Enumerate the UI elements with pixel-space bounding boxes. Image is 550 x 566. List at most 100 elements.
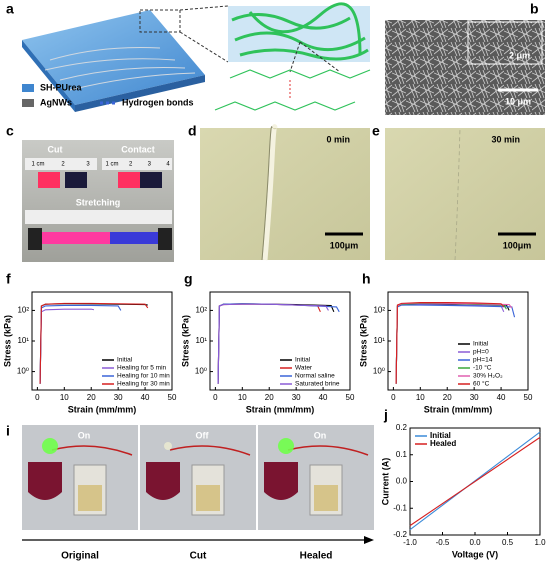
ruler-label: 1 cm [31,162,44,168]
ruler [102,158,172,170]
panel-label: c [6,123,14,139]
ruler-label: 3 [148,162,152,168]
y-tick-label: -0.1 [393,503,407,512]
panel-label: e [372,123,380,139]
x-tick-label: 20 [87,393,96,402]
x-tick-label: 40 [141,393,150,402]
y-tick-label: 0.2 [396,423,408,432]
arrow-head [364,536,374,544]
chemical-structure [229,69,371,79]
panel-label: f [6,271,11,287]
zoom-line [289,41,341,73]
sheet-edge [22,40,75,112]
wire [287,445,369,456]
time-label: 30 min [491,134,520,144]
x-tick-label: 20 [265,393,274,402]
x-tick-label: 0.5 [502,538,514,547]
series-line [395,302,505,384]
zoom-box [139,9,181,33]
shield [146,462,180,500]
legend-label: Water [295,365,313,372]
ruler [25,210,172,224]
scale-label: 100μm [330,240,359,250]
x-tick-label: 10 [60,393,69,402]
legend-label: AgNWs [40,97,72,107]
x-tick-label: 50 [346,393,355,402]
legend-label: Initial [430,431,451,440]
x-axis-label: Strain (mm/mm) [68,404,137,414]
x-tick-label: 50 [168,393,177,402]
stage-label: Original [61,551,99,562]
x-tick-label: 10 [416,393,425,402]
series-line [395,304,516,384]
scale-label: 100μm [503,240,532,250]
sample-red [38,172,60,188]
legend-label: pH=0 [473,349,489,356]
legend-label: Hydrogen bonds [122,97,194,107]
x-tick-label: 20 [443,393,452,402]
chemical-structure [214,101,356,111]
legend-label: Normal saline [295,373,335,380]
zoom-line [179,5,229,63]
panel-label: b [530,1,539,17]
y-axis-label: Current (A) [380,458,390,506]
x-tick-label: 0 [391,393,396,402]
x-tick-label: 10 [238,393,247,402]
sem-inset [467,21,543,65]
legend-label: SH-PUrea [40,82,83,92]
legend-swatch [22,84,34,92]
series-line [409,436,541,527]
wire [169,445,251,456]
legend-label: Healing for 30 min [117,381,170,388]
panel-d: d 0 min 100μm [188,123,370,261]
photo-label: Stretching [76,197,121,207]
x-tick-label: 50 [524,393,533,402]
x-tick-label: 0 [35,393,40,402]
legend-label: Saturated brine [295,381,340,388]
sample-blue [65,172,87,188]
panel-b: b 2 μm 10 μm [385,1,545,115]
series-line [409,431,541,531]
photo-label: Cut [48,144,63,154]
clamp [158,228,172,250]
legend-label: 60 °C [473,380,490,388]
x-tick-label: 1.0 [534,538,546,547]
legend-label: Healing for 5 min [117,365,167,372]
legend-label: -10 °C [473,364,492,372]
x-tick-label: 40 [319,393,328,402]
series-line [39,302,149,384]
panel-label: d [188,123,197,139]
legend-label: Initial [473,341,489,348]
healed-crack [454,127,461,261]
y-tick-label: 10¹ [17,336,29,345]
ruler-label: 2 [61,162,65,168]
y-axis-label: Stress (kPa) [358,315,368,367]
y-tick-label: 10² [195,306,207,315]
y-tick-label: -0.2 [393,530,407,539]
x-axis-label: Strain (mm/mm) [424,404,493,414]
panel-i: i On Original Off Cut On Healed [6,423,374,562]
panel-a: a SH-PUrea AgNWs Hydrogen bonds [6,1,371,112]
series-line [395,302,513,384]
x-tick-label: 40 [497,393,506,402]
panel-e: e 30 min 100μm [372,123,545,261]
sample-red [118,172,140,188]
y-axis-label: Stress (kPa) [180,315,190,367]
ruler-label: 3 [86,162,90,168]
x-tick-label: 0 [213,393,218,402]
sheet [22,10,205,105]
legend-label: Healing for 10 min [117,373,170,380]
y-axis-label: Stress (kPa) [2,315,12,367]
sample [196,485,220,511]
x-axis-label: Strain (mm/mm) [246,404,315,414]
x-tick-label: 30 [114,393,123,402]
ruler [25,158,97,170]
series-line [39,308,95,384]
led [278,438,294,454]
micrograph [200,128,370,260]
scale-label: 2 μm [509,50,530,60]
y-tick-label: 10¹ [373,336,385,345]
